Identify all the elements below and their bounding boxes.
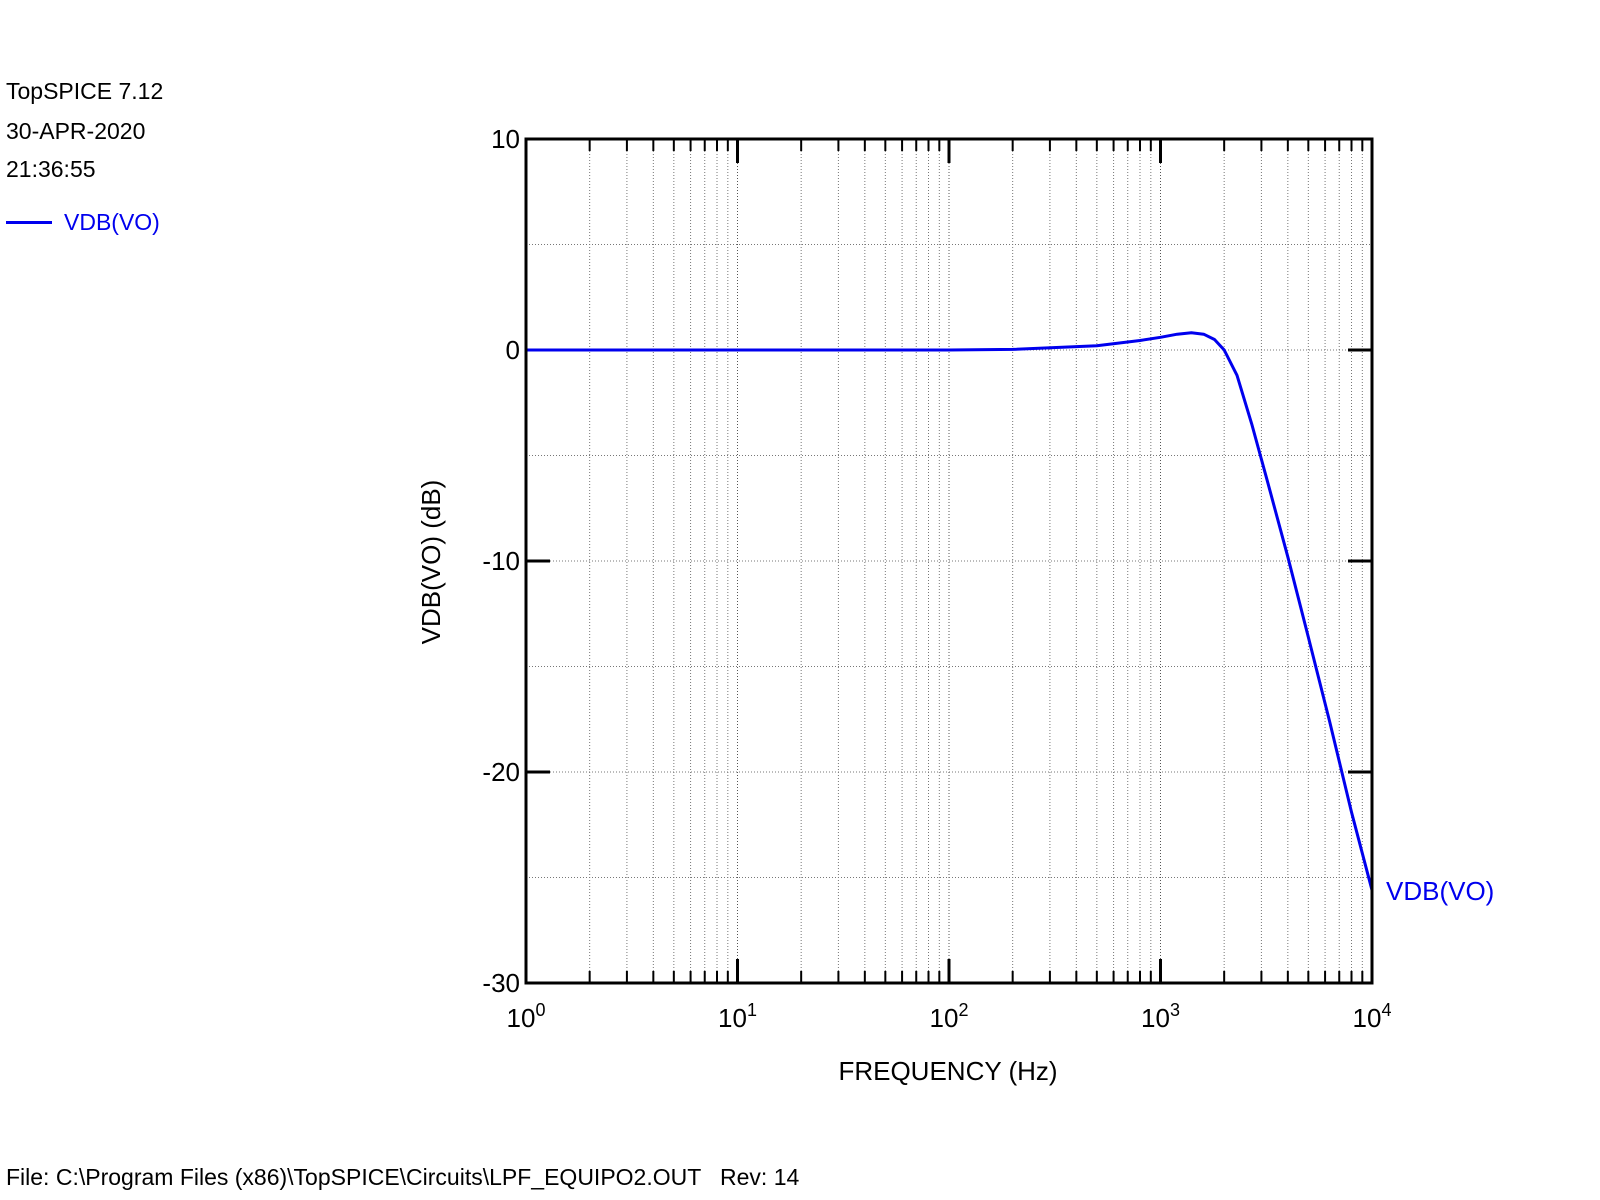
y-tick-label: 0 bbox=[506, 335, 520, 365]
run-time-label: 21:36:55 bbox=[6, 156, 96, 182]
ticks bbox=[526, 139, 1372, 983]
legend-swatch bbox=[6, 220, 52, 224]
y-tick-label: -30 bbox=[482, 968, 520, 998]
series-end-label: VDB(VO) bbox=[1386, 876, 1494, 906]
series-line-vdb-vo bbox=[526, 331, 1372, 897]
run-date-label: 30-APR-2020 bbox=[6, 118, 146, 144]
x-tick-label: 102 bbox=[930, 1000, 969, 1033]
file-path-footer: File: C:\Program Files (x86)\TopSPICE\Ci… bbox=[6, 1164, 800, 1190]
y-tick-label: -10 bbox=[482, 546, 520, 576]
x-tick-label: 104 bbox=[1353, 1000, 1392, 1033]
legend-label: VDB(VO) bbox=[64, 208, 160, 235]
y-tick-label: 10 bbox=[491, 124, 520, 154]
y-axis-title: VDB(VO) (dB) bbox=[416, 480, 446, 645]
plot-frame bbox=[524, 137, 1374, 985]
series-layer: VDB(VO) bbox=[526, 331, 1494, 906]
app-version-label: TopSPICE 7.12 bbox=[6, 78, 164, 104]
y-tick-label: -20 bbox=[482, 757, 520, 787]
x-tick-label: 103 bbox=[1141, 1000, 1180, 1033]
x-axis-title: FREQUENCY (Hz) bbox=[838, 1056, 1057, 1086]
legend: VDB(VO) bbox=[6, 209, 160, 235]
grid bbox=[526, 139, 1372, 983]
x-tick-label: 100 bbox=[507, 1000, 546, 1033]
x-tick-label: 101 bbox=[718, 1000, 757, 1033]
